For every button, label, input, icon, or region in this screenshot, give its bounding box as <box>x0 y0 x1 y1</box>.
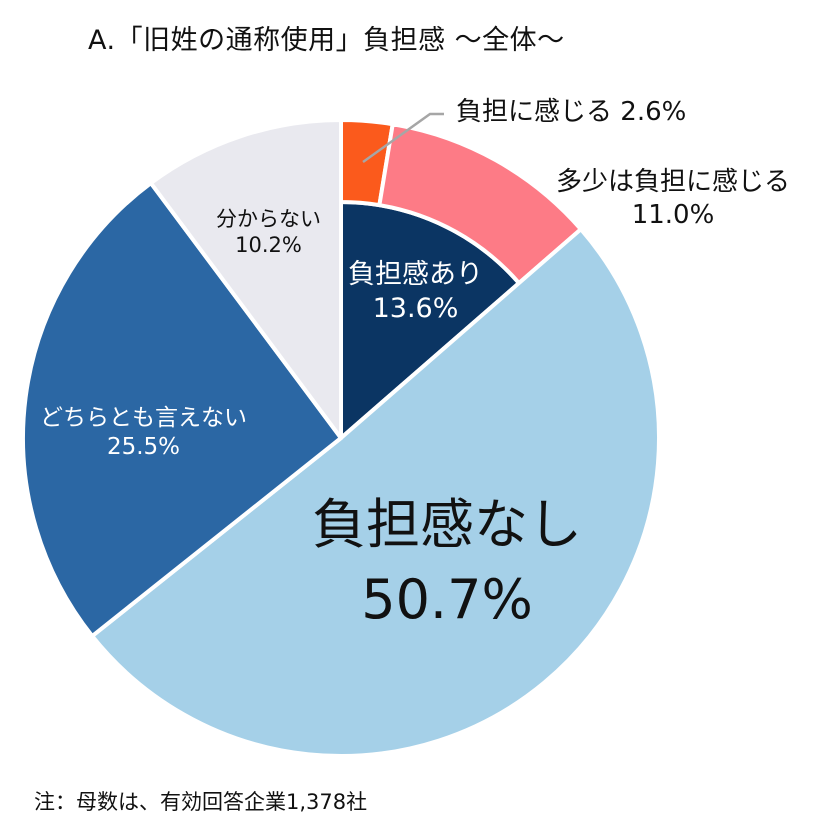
footnote: 注：母数は、有効回答企業1,378社 <box>34 790 368 814</box>
label-neither: どちらとも言えない 25.5% <box>40 405 247 460</box>
slice-burden-no <box>90 227 661 758</box>
label-burden-feel: 負担に感じる 2.6% <box>456 97 687 127</box>
label-burden-yes: 負担感あり 13.6% <box>348 259 483 324</box>
chart-title: A.「旧姓の通称使用」負担感 ～全体～ <box>88 25 565 56</box>
label-unknown: 分からない 10.2% <box>216 207 321 258</box>
slice-neither <box>21 181 343 639</box>
label-burden-some: 多少は負担に感じる 11.0% <box>556 167 791 230</box>
slice-unknown <box>148 118 343 440</box>
label-burden-no: 負担感なし 50.7% <box>312 493 582 631</box>
leader-line <box>362 112 444 164</box>
